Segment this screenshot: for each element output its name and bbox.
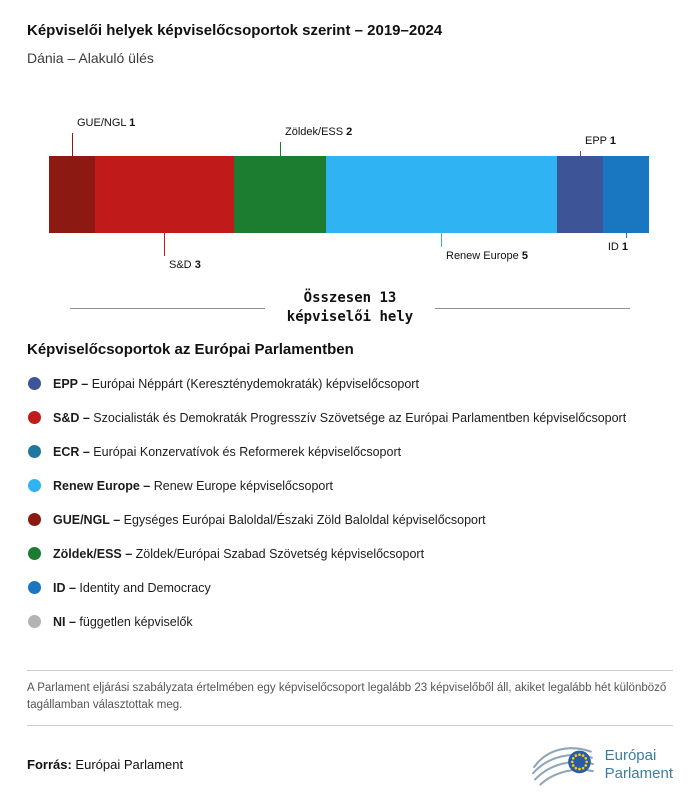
legend-color-dot — [28, 581, 41, 594]
legend-item: EPP – Európai Néppárt (Kereszténydemokra… — [27, 376, 673, 392]
legend-color-dot — [28, 479, 41, 492]
legend-color-dot — [28, 377, 41, 390]
bar-segment-id — [602, 156, 649, 233]
footnote: A Parlament eljárási szabályzata értelmé… — [27, 670, 673, 726]
legend-item-label: S&D – Szocialisták és Demokraták Progres… — [53, 411, 627, 425]
bar-segment-s-d — [95, 156, 234, 233]
label-leader-line — [580, 151, 581, 156]
legend-color-dot — [28, 445, 41, 458]
ep-logo: Európai Parlament — [531, 742, 673, 788]
legend-item-label: GUE/NGL – Egységes Európai Baloldal/Észa… — [53, 513, 486, 527]
legend-item-label: ID – Identity and Democracy — [53, 581, 211, 595]
legend-item: ID – Identity and Democracy — [27, 580, 673, 596]
ep-logo-line1: Európai — [604, 746, 657, 764]
seat-distribution-chart: GUE/NGL 1 S&D 3 Zöldek/ESS 2 Renew Europe 5… — [0, 96, 700, 281]
label-leader-line — [280, 142, 281, 156]
legend-color-dot — [28, 615, 41, 628]
total-divider-right — [435, 307, 630, 309]
page-title: Képviselői helyek képviselőcsoportok sze… — [27, 22, 443, 39]
bar-segment-renew-europe — [325, 156, 557, 233]
footer: Forrás: Európai Parlament — [27, 742, 673, 788]
legend-item: Renew Europe – Renew Europe képviselőcso… — [27, 478, 673, 494]
label-leader-line — [164, 233, 165, 256]
legend-item: GUE/NGL – Egységes Európai Baloldal/Észa… — [27, 512, 673, 528]
segment-label: S&D 3 — [169, 259, 201, 271]
segment-label: GUE/NGL 1 — [77, 117, 136, 129]
legend-title: Képviselőcsoportok az Európai Parlamentb… — [27, 341, 354, 358]
legend-item: S&D – Szocialisták és Demokraták Progres… — [27, 410, 673, 426]
segment-label: Renew Europe 5 — [446, 250, 528, 262]
eu-flag-icon — [567, 750, 591, 773]
segment-label: EPP 1 — [585, 135, 616, 147]
total-seats-row: Összesen 13 képviselői hely — [70, 289, 630, 327]
total-divider-left — [70, 307, 265, 309]
legend-item: NI – független képviselők — [27, 614, 673, 630]
legend-item-label: NI – független képviselők — [53, 615, 193, 629]
legend-color-dot — [28, 513, 41, 526]
legend-item-label: EPP – Európai Néppárt (Kereszténydemokra… — [53, 377, 419, 391]
segment-label: Zöldek/ESS 2 — [285, 126, 353, 138]
source-value: Európai Parlament — [75, 757, 184, 772]
ep-logo-line2: Parlament — [604, 764, 673, 782]
ep-logo-mark — [531, 746, 594, 786]
bar-segment-epp — [556, 156, 603, 233]
segment-label: ID 1 — [607, 241, 628, 253]
ep-logo-wordmark: Európai Parlament — [605, 747, 673, 783]
bar-segment-gue-ngl — [49, 156, 96, 233]
legend-item-label: Renew Europe – Renew Europe képviselőcso… — [53, 479, 333, 493]
legend-item: Zöldek/ESS – Zöldek/Európai Szabad Szöve… — [27, 546, 673, 562]
legend-item-label: Zöldek/ESS – Zöldek/Európai Szabad Szöve… — [53, 547, 425, 561]
label-leader-line — [441, 233, 442, 247]
legend-item-label: ECR – Európai Konzervatívok és Reformere… — [53, 445, 402, 459]
source-line: Forrás: Európai Parlament — [27, 757, 183, 772]
legend-color-dot — [28, 547, 41, 560]
stacked-bar — [49, 156, 649, 233]
source-label: Forrás: — [27, 757, 72, 772]
label-leader-line — [72, 133, 73, 156]
bar-segment-z-ldek-ess — [233, 156, 326, 233]
legend-item: ECR – Európai Konzervatívok és Reformere… — [27, 444, 673, 460]
legend-color-dot — [28, 411, 41, 424]
page-subtitle: Dánia – Alakuló ülés — [27, 50, 154, 66]
label-leader-line — [626, 233, 627, 238]
legend-list: EPP – Európai Néppárt (Kereszténydemokra… — [27, 376, 673, 630]
total-seats-label: Összesen 13 képviselői hely — [286, 290, 414, 325]
